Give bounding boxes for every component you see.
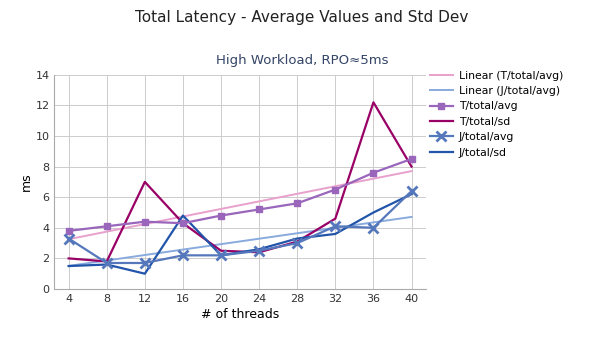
T/total/avg	[103, 224, 111, 228]
T/total/avg	[179, 221, 187, 225]
T/total/sd	[103, 259, 111, 264]
Linear (T/total/avg)	[332, 184, 339, 188]
J/total/sd	[332, 232, 339, 236]
T/total/sd	[332, 217, 339, 221]
J/total/sd	[370, 210, 377, 215]
Linear (T/total/avg)	[255, 199, 263, 203]
T/total/avg	[370, 171, 377, 175]
J/total/avg	[332, 224, 339, 228]
J/total/avg	[408, 189, 415, 193]
Linear (J/total/avg)	[370, 220, 377, 224]
Text: High Workload, RPO≈5ms: High Workload, RPO≈5ms	[216, 54, 388, 67]
T/total/avg	[65, 229, 72, 233]
J/total/avg	[255, 249, 263, 253]
J/total/sd	[294, 237, 301, 241]
T/total/avg	[255, 207, 263, 211]
J/total/avg	[294, 241, 301, 245]
Linear (T/total/avg)	[65, 237, 72, 241]
Line: T/total/sd: T/total/sd	[69, 102, 411, 261]
J/total/avg	[217, 253, 225, 257]
Linear (T/total/avg)	[370, 177, 377, 181]
T/total/sd	[294, 239, 301, 243]
Linear (T/total/avg)	[294, 192, 301, 196]
T/total/sd	[217, 249, 225, 253]
T/total/avg	[141, 220, 149, 224]
Linear (T/total/avg)	[179, 215, 187, 219]
J/total/sd	[179, 214, 187, 218]
J/total/avg	[370, 226, 377, 230]
T/total/avg	[332, 188, 339, 192]
T/total/avg	[294, 201, 301, 205]
Line: J/total/sd: J/total/sd	[69, 194, 411, 274]
Linear (J/total/avg)	[141, 253, 149, 257]
Linear (T/total/avg)	[217, 207, 225, 211]
J/total/avg	[141, 261, 149, 265]
Y-axis label: ms: ms	[19, 173, 33, 191]
Line: Linear (T/total/avg): Linear (T/total/avg)	[69, 171, 411, 239]
T/total/sd	[408, 165, 415, 169]
J/total/avg	[103, 261, 111, 265]
X-axis label: # of threads: # of threads	[201, 308, 279, 321]
J/total/avg	[179, 253, 187, 257]
Line: Linear (J/total/avg): Linear (J/total/avg)	[69, 217, 411, 266]
T/total/sd	[65, 256, 72, 260]
J/total/sd	[217, 253, 225, 257]
Text: Total Latency - Average Values and Std Dev: Total Latency - Average Values and Std D…	[135, 10, 469, 25]
T/total/avg	[408, 157, 415, 161]
J/total/avg	[65, 237, 72, 241]
Linear (J/total/avg)	[294, 231, 301, 235]
Line: T/total/avg: T/total/avg	[65, 155, 415, 234]
T/total/sd	[255, 250, 263, 254]
T/total/sd	[141, 180, 149, 184]
Legend: Linear (T/total/avg), Linear (J/total/avg), T/total/avg, T/total/sd, J/total/avg: Linear (T/total/avg), Linear (J/total/av…	[429, 70, 563, 158]
Line: J/total/avg: J/total/avg	[64, 186, 416, 268]
J/total/sd	[141, 272, 149, 276]
Linear (T/total/avg)	[103, 230, 111, 234]
J/total/sd	[65, 264, 72, 268]
Linear (J/total/avg)	[255, 237, 263, 241]
T/total/avg	[217, 214, 225, 218]
J/total/sd	[255, 247, 263, 251]
Linear (J/total/avg)	[103, 258, 111, 262]
Linear (J/total/avg)	[408, 215, 415, 219]
Linear (J/total/avg)	[65, 264, 72, 268]
T/total/sd	[370, 100, 377, 104]
Linear (J/total/avg)	[332, 226, 339, 230]
T/total/sd	[179, 221, 187, 225]
J/total/sd	[103, 262, 111, 267]
Linear (T/total/avg)	[141, 222, 149, 226]
J/total/sd	[408, 192, 415, 196]
Linear (J/total/avg)	[179, 248, 187, 252]
Linear (T/total/avg)	[408, 169, 415, 173]
Linear (J/total/avg)	[217, 242, 225, 246]
